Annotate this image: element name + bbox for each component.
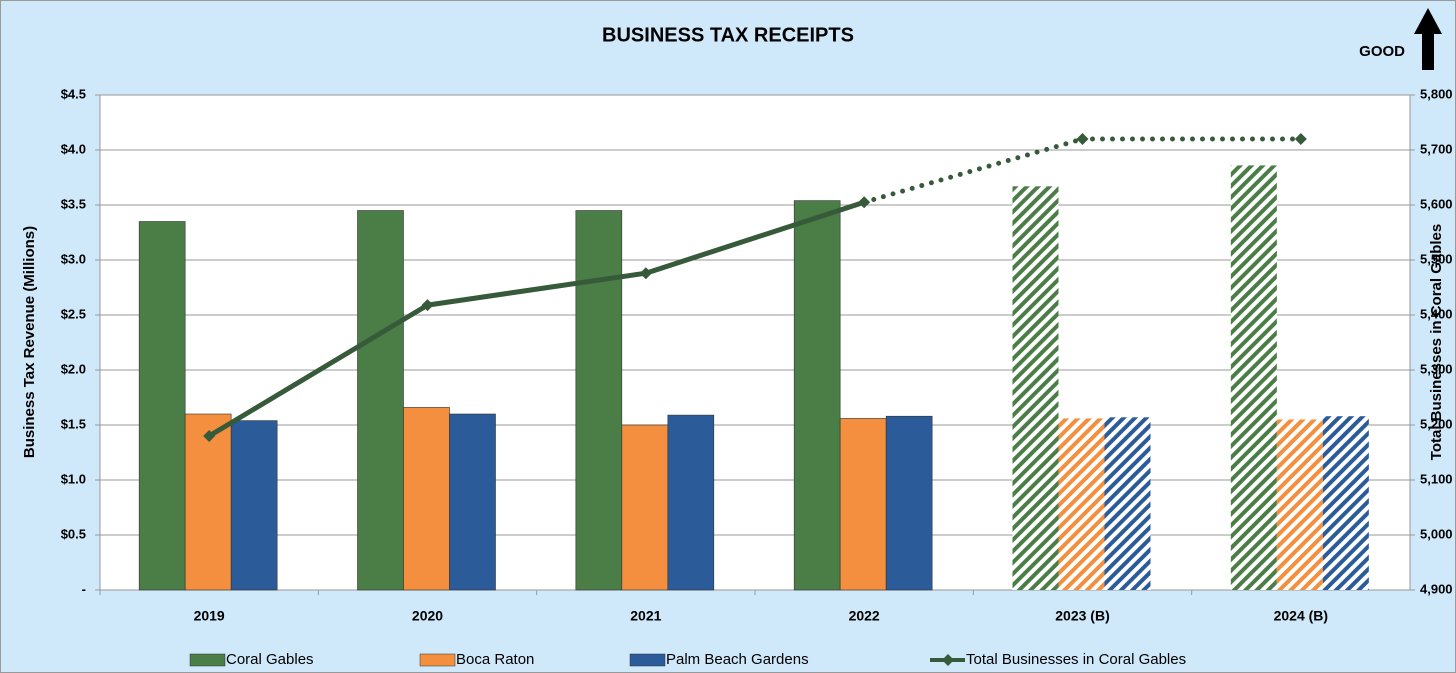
x-tick-label: 2019 bbox=[194, 608, 225, 624]
line-segment bbox=[206, 302, 430, 439]
bar bbox=[793, 200, 841, 591]
chart-title: BUSINESS TAX RECEIPTS bbox=[602, 24, 854, 46]
y-axis-label: Business Tax Revenue (Millions) bbox=[21, 226, 38, 458]
line-segment bbox=[861, 136, 1085, 205]
legend-label: Total Businesses in Coral Gables bbox=[966, 651, 1186, 668]
line-marker bbox=[203, 430, 216, 442]
y2-tick-label: 5,600 bbox=[1420, 196, 1453, 211]
bar bbox=[184, 413, 232, 591]
annotation: GOOD bbox=[1359, 43, 1405, 60]
bar bbox=[575, 210, 623, 591]
legend-label: Coral Gables bbox=[226, 651, 314, 668]
bar bbox=[449, 413, 496, 591]
y2-tick-label: 5,200 bbox=[1420, 416, 1453, 431]
line-marker bbox=[1294, 133, 1307, 145]
bar bbox=[667, 414, 715, 591]
line-marker bbox=[1076, 133, 1089, 145]
line-marker bbox=[858, 196, 871, 209]
y-tick-label: $2.5 bbox=[61, 306, 86, 321]
y-tick-label: $1.0 bbox=[61, 471, 86, 486]
bar bbox=[839, 418, 887, 591]
bar bbox=[1276, 419, 1323, 590]
line-segment bbox=[425, 270, 649, 308]
y2-tick-label: 4,900 bbox=[1420, 581, 1453, 596]
legend-swatch bbox=[419, 653, 456, 667]
bar bbox=[357, 210, 404, 591]
legend-swatch bbox=[942, 654, 954, 666]
line-segment bbox=[643, 199, 867, 276]
legend-swatch bbox=[189, 653, 226, 667]
x-tick-label: 2023 (B) bbox=[1055, 608, 1109, 624]
line-marker bbox=[421, 299, 434, 312]
y2-tick-label: 5,400 bbox=[1420, 306, 1453, 321]
bar bbox=[885, 415, 933, 591]
y-tick-label: $3.0 bbox=[61, 251, 86, 266]
bar bbox=[1012, 186, 1059, 591]
legend-label: Palm Beach Gardens bbox=[666, 651, 809, 668]
bar bbox=[403, 407, 450, 591]
bar bbox=[621, 424, 669, 591]
plot-area bbox=[99, 94, 1411, 591]
bar bbox=[1104, 417, 1151, 590]
line-marker bbox=[639, 267, 652, 280]
y-tick-label: $0.5 bbox=[61, 526, 86, 541]
bar bbox=[1058, 418, 1105, 590]
bar bbox=[1322, 416, 1369, 590]
x-tick-label: 2020 bbox=[412, 608, 443, 624]
x-tick-label: 2022 bbox=[849, 608, 880, 624]
legend-swatch bbox=[629, 653, 666, 667]
y2-tick-label: 5,000 bbox=[1420, 526, 1453, 541]
y2-tick-label: 5,500 bbox=[1420, 251, 1453, 266]
y2-tick-label: 5,300 bbox=[1420, 361, 1453, 376]
bar bbox=[1230, 165, 1277, 590]
y2-tick-label: 5,100 bbox=[1420, 471, 1453, 486]
legend-label: Boca Raton bbox=[456, 651, 534, 668]
y-tick-label: $4.0 bbox=[61, 141, 86, 156]
y2-axis-label: Total Businesses in Coral Gables bbox=[1428, 224, 1445, 460]
x-tick-label: 2024 (B) bbox=[1274, 608, 1328, 624]
y-tick-label: $2.0 bbox=[61, 361, 86, 376]
y-tick-label: $1.5 bbox=[61, 416, 86, 431]
bar bbox=[138, 221, 186, 591]
y2-tick-label: 5,700 bbox=[1420, 141, 1453, 156]
y-tick-label: $4.5 bbox=[61, 86, 86, 101]
y-tick-label: $3.5 bbox=[61, 196, 86, 211]
arrow bbox=[1414, 8, 1442, 70]
x-tick-label: 2021 bbox=[630, 608, 661, 624]
y2-tick-label: 5,800 bbox=[1420, 86, 1453, 101]
y-tick-label: - bbox=[82, 581, 86, 596]
bar bbox=[230, 420, 278, 591]
